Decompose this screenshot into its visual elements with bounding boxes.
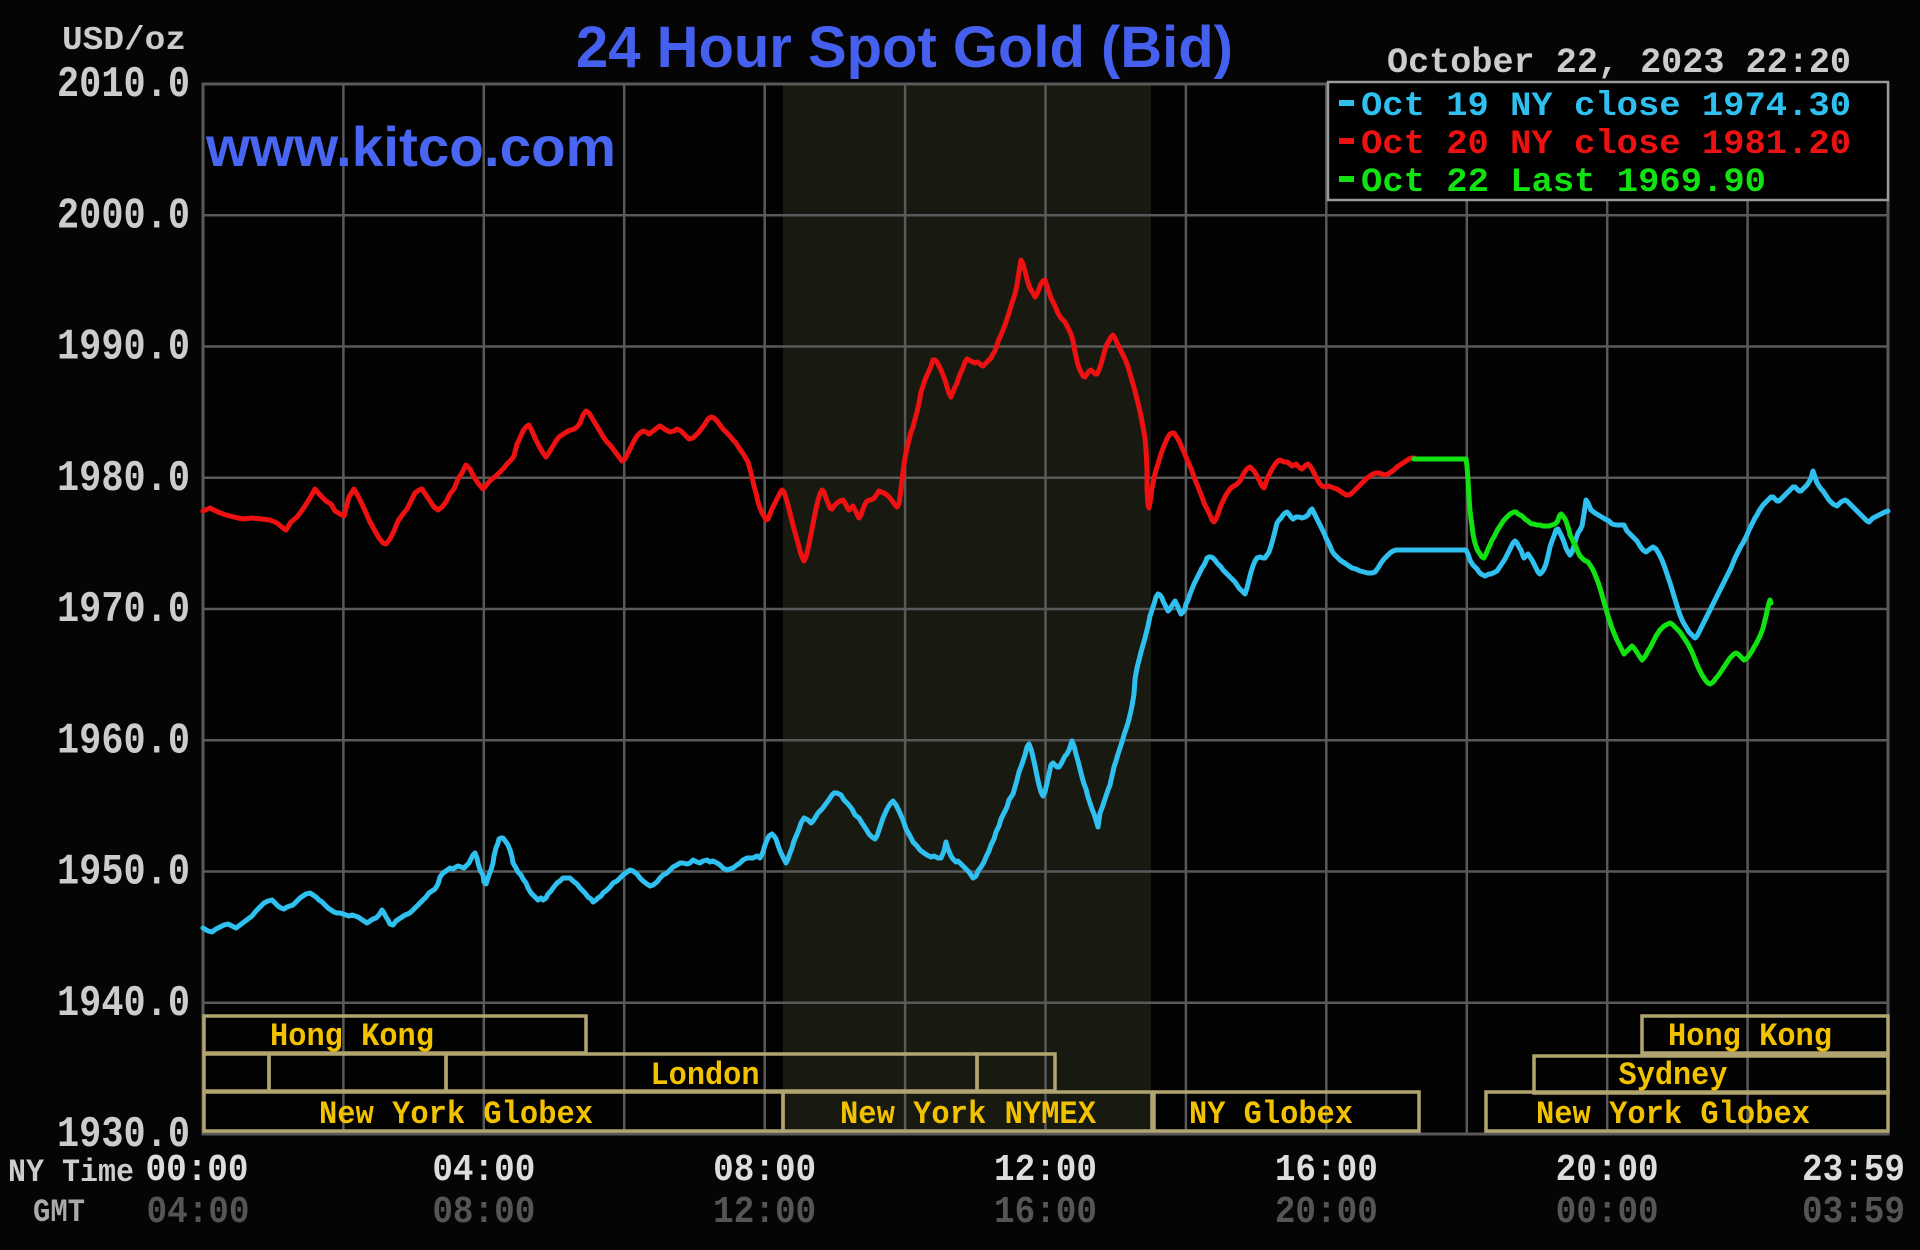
svg-text:20:00: 20:00	[1556, 1149, 1659, 1192]
svg-text:1970.0: 1970.0	[57, 585, 190, 635]
svg-text:GMT: GMT	[33, 1194, 85, 1231]
svg-text:1960.0: 1960.0	[57, 716, 190, 766]
svg-text:03:59: 03:59	[1802, 1191, 1905, 1234]
svg-text:New York Globex: New York Globex	[319, 1096, 593, 1133]
svg-text:12:00: 12:00	[994, 1149, 1097, 1192]
svg-text:2000.0: 2000.0	[57, 191, 190, 241]
svg-text:12:00: 12:00	[713, 1191, 816, 1234]
svg-text:Hong Kong: Hong Kong	[1668, 1018, 1832, 1055]
svg-text:New York NYMEX: New York NYMEX	[840, 1096, 1097, 1133]
svg-text:NY Globex: NY Globex	[1189, 1096, 1353, 1133]
svg-text:16:00: 16:00	[1275, 1149, 1378, 1192]
svg-text:2010.0: 2010.0	[57, 60, 190, 110]
svg-text:04:00: 04:00	[432, 1149, 535, 1192]
svg-text:1940.0: 1940.0	[57, 979, 190, 1029]
svg-text:Sydney: Sydney	[1619, 1057, 1728, 1094]
svg-text:Hong Kong: Hong Kong	[270, 1018, 434, 1055]
svg-text:www.kitco.com: www.kitco.com	[205, 115, 616, 178]
svg-text:00:00: 00:00	[146, 1149, 249, 1192]
svg-text:1950.0: 1950.0	[57, 848, 190, 898]
svg-text:1990.0: 1990.0	[57, 323, 190, 373]
svg-text:20:00: 20:00	[1275, 1191, 1378, 1234]
svg-text:New York Globex: New York Globex	[1536, 1096, 1810, 1133]
svg-text:04:00: 04:00	[147, 1191, 250, 1234]
svg-text:Oct 19 NY close 1974.30: Oct 19 NY close 1974.30	[1361, 88, 1851, 126]
svg-text:00:00: 00:00	[1556, 1191, 1659, 1234]
svg-text:24 Hour Spot Gold (Bid): 24 Hour Spot Gold (Bid)	[576, 15, 1233, 80]
svg-text:London: London	[651, 1057, 760, 1094]
svg-text:23:59: 23:59	[1802, 1149, 1905, 1192]
svg-text:Oct 22 Last 1969.90: Oct 22 Last 1969.90	[1361, 164, 1766, 202]
svg-text:08:00: 08:00	[713, 1149, 816, 1192]
svg-text:USD/oz: USD/oz	[62, 22, 186, 59]
svg-text:1930.0: 1930.0	[57, 1110, 190, 1160]
svg-text:08:00: 08:00	[432, 1191, 535, 1234]
svg-text:16:00: 16:00	[994, 1191, 1097, 1234]
svg-text:NY Time: NY Time	[8, 1154, 134, 1191]
svg-text:Oct 20 NY close 1981.20: Oct 20 NY close 1981.20	[1361, 126, 1851, 164]
svg-text:October 22, 2023 22:20: October 22, 2023 22:20	[1387, 43, 1851, 83]
svg-text:1980.0: 1980.0	[57, 454, 190, 504]
